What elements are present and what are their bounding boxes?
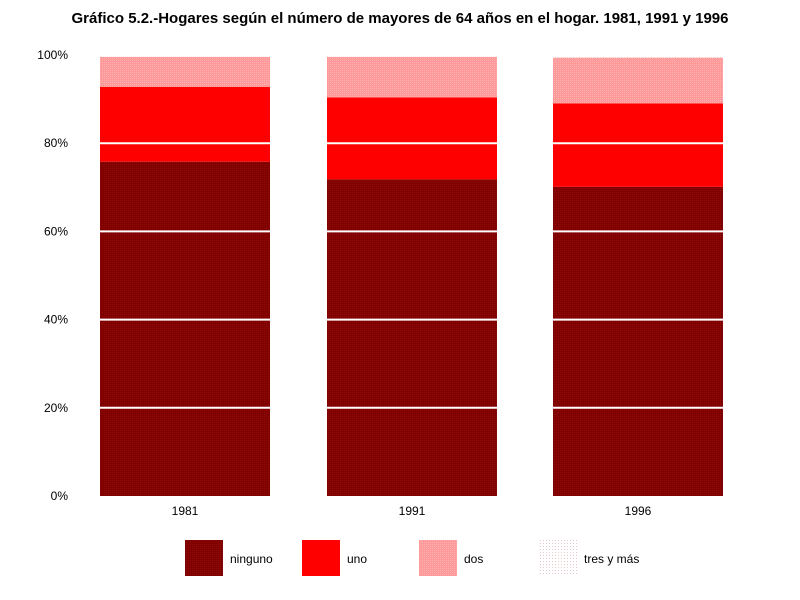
bar-1981-dos: [100, 56, 270, 87]
legend-swatch-tres-y-más: [539, 540, 577, 576]
bar-1981-ninguno: [100, 161, 270, 496]
y-tick-label: 40%: [44, 313, 68, 327]
bar-1996-dos: [553, 57, 723, 104]
x-tick-label: 1991: [399, 504, 426, 518]
chart-title: Gráfico 5.2.-Hogares según el número de …: [71, 10, 729, 27]
gridlines: [98, 54, 723, 409]
bar-1981-uno: [100, 86, 270, 162]
x-tick-label: 1981: [172, 504, 199, 518]
x-axis: 1981 1991 1996: [172, 504, 652, 518]
bar-1996-ninguno: [553, 186, 723, 497]
legend-label: tres y más: [584, 552, 639, 566]
legend-label: ninguno: [230, 552, 273, 566]
y-tick-label: 0%: [51, 489, 69, 503]
legend-swatch-dos: [419, 540, 457, 576]
bar-1991-ninguno: [327, 179, 497, 497]
y-tick-label: 20%: [44, 401, 68, 415]
y-tick-label: 60%: [44, 224, 68, 238]
legend: ninguno uno dos tres y más: [185, 540, 639, 576]
x-tick-label: 1996: [625, 504, 652, 518]
y-tick-label: 100%: [37, 48, 68, 62]
y-axis: 0% 20% 40% 60% 80% 100%: [37, 48, 68, 503]
legend-label: uno: [347, 552, 367, 566]
legend-swatch-uno: [302, 540, 340, 576]
y-tick-label: 80%: [44, 136, 68, 150]
bar-1991-uno: [327, 97, 497, 180]
legend-label: dos: [464, 552, 483, 566]
bar-1991-dos: [327, 56, 497, 98]
bar-1996-uno: [553, 103, 723, 187]
legend-swatch-ninguno: [185, 540, 223, 576]
bars-layer: [100, 55, 723, 497]
bar-1996-tres-y-más: [553, 55, 723, 58]
